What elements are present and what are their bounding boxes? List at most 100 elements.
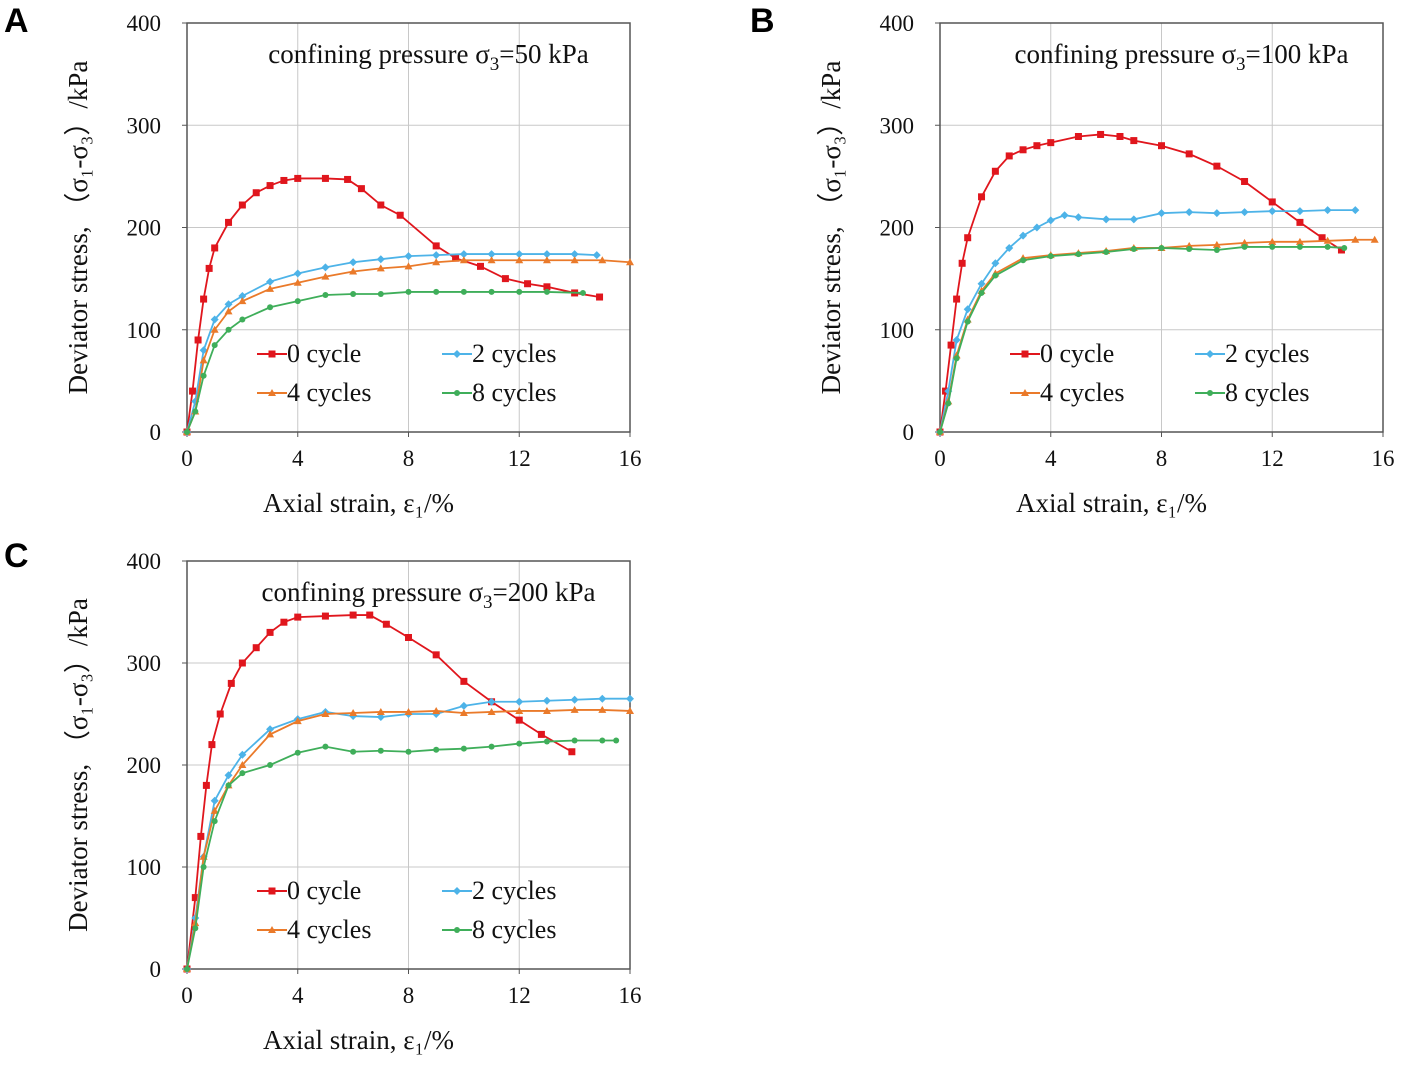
data-point: [1158, 244, 1165, 251]
data-point: [208, 741, 216, 749]
data-point: [349, 708, 358, 716]
data-point: [1074, 213, 1083, 222]
data-point: [487, 697, 496, 706]
data-point: [238, 761, 247, 768]
data-point: [376, 264, 385, 272]
x-axis-title: Axial strain, ε₁/%: [1016, 488, 1207, 518]
legend-marker: [1207, 390, 1213, 396]
legend-label: 0 cycle: [1040, 339, 1114, 368]
data-point: [488, 288, 495, 295]
data-point: [992, 272, 999, 279]
data-point: [1020, 257, 1027, 264]
data-point: [958, 259, 966, 267]
title-subscript: 3: [490, 54, 500, 75]
data-point: [947, 341, 955, 349]
data-point: [225, 782, 232, 789]
data-point: [321, 272, 330, 280]
legend-marker: [268, 389, 276, 396]
data-point: [1296, 218, 1304, 226]
series-8-cycles: [184, 737, 620, 972]
series-2-cycles: [183, 694, 634, 973]
data-point: [1341, 244, 1348, 251]
data-point: [542, 250, 551, 259]
data-point: [579, 289, 586, 296]
data-point: [216, 710, 224, 718]
data-point: [1060, 211, 1069, 220]
data-point: [1296, 243, 1303, 250]
series-line: [186, 739, 617, 970]
legend-marker: [454, 927, 460, 933]
data-point: [267, 762, 274, 768]
data-point: [266, 277, 275, 286]
data-point: [238, 292, 247, 301]
legend-item: 2 cycles: [442, 876, 556, 905]
data-point: [964, 234, 972, 242]
panel-title: confining pressure σ3=200 kPa: [262, 577, 596, 613]
data-point: [1213, 246, 1220, 253]
data-point: [1046, 216, 1055, 225]
data-point: [978, 193, 986, 201]
data-point: [598, 256, 607, 264]
panel-letter: C: [4, 537, 29, 575]
x-tick-label: 4: [292, 983, 304, 1008]
y-tick-label: 300: [127, 113, 162, 138]
data-point: [366, 611, 374, 619]
data-point: [953, 355, 960, 362]
data-point: [542, 706, 551, 714]
panel-letter: B: [750, 2, 775, 40]
legend-marker: [268, 350, 276, 358]
data-point: [1212, 209, 1221, 218]
x-tick-label: 16: [1372, 446, 1395, 471]
data-point: [432, 251, 441, 260]
legend-label: 8 cycles: [1225, 378, 1309, 407]
data-point: [1033, 142, 1041, 150]
data-point: [1102, 215, 1111, 224]
data-point: [192, 925, 199, 932]
data-point: [225, 218, 233, 226]
data-point: [452, 254, 460, 262]
data-point: [293, 717, 302, 725]
data-point: [613, 737, 620, 744]
legend-item: 0 cycle: [257, 876, 361, 905]
data-point: [225, 326, 232, 333]
legend-label: 4 cycles: [287, 378, 371, 407]
legend: 0 cycle 2 cycles 4 cycles 8 cycles: [1010, 339, 1309, 407]
series-line: [939, 209, 1356, 433]
data-point: [487, 707, 496, 715]
data-point: [1295, 237, 1304, 245]
legend: 0 cycle 2 cycles 4 cycles 8 cycles: [257, 339, 556, 407]
y-tick-label: 400: [127, 549, 162, 574]
x-tick-label: 12: [1261, 446, 1284, 471]
legend-item: 4 cycles: [257, 915, 371, 944]
data-point: [568, 748, 576, 756]
data-point: [501, 275, 509, 283]
data-point: [432, 242, 440, 250]
data-point: [953, 295, 961, 303]
data-point: [1185, 150, 1193, 158]
x-tick-label: 12: [508, 983, 531, 1008]
data-point: [200, 864, 207, 870]
data-point: [252, 189, 260, 197]
data-point: [404, 252, 413, 261]
data-point: [376, 707, 385, 715]
title-text: confining pressure σ: [262, 577, 484, 607]
legend-item: 2 cycles: [1195, 339, 1309, 368]
data-point: [1097, 130, 1105, 138]
data-point: [1240, 208, 1249, 217]
data-point: [476, 262, 484, 270]
data-point: [537, 730, 545, 738]
data-point: [1241, 243, 1248, 250]
data-point: [516, 288, 523, 295]
legend-item: 0 cycle: [257, 339, 361, 368]
legend-item: 8 cycles: [442, 915, 556, 944]
y-tick-label: 200: [127, 216, 162, 241]
data-point: [202, 781, 210, 789]
legend-label: 4 cycles: [287, 915, 371, 944]
data-point: [322, 743, 329, 750]
data-point: [376, 713, 385, 722]
data-point: [1157, 209, 1166, 218]
data-point: [293, 278, 302, 286]
data-point: [570, 250, 579, 259]
data-point: [294, 174, 302, 182]
x-tick-label: 12: [508, 446, 531, 471]
